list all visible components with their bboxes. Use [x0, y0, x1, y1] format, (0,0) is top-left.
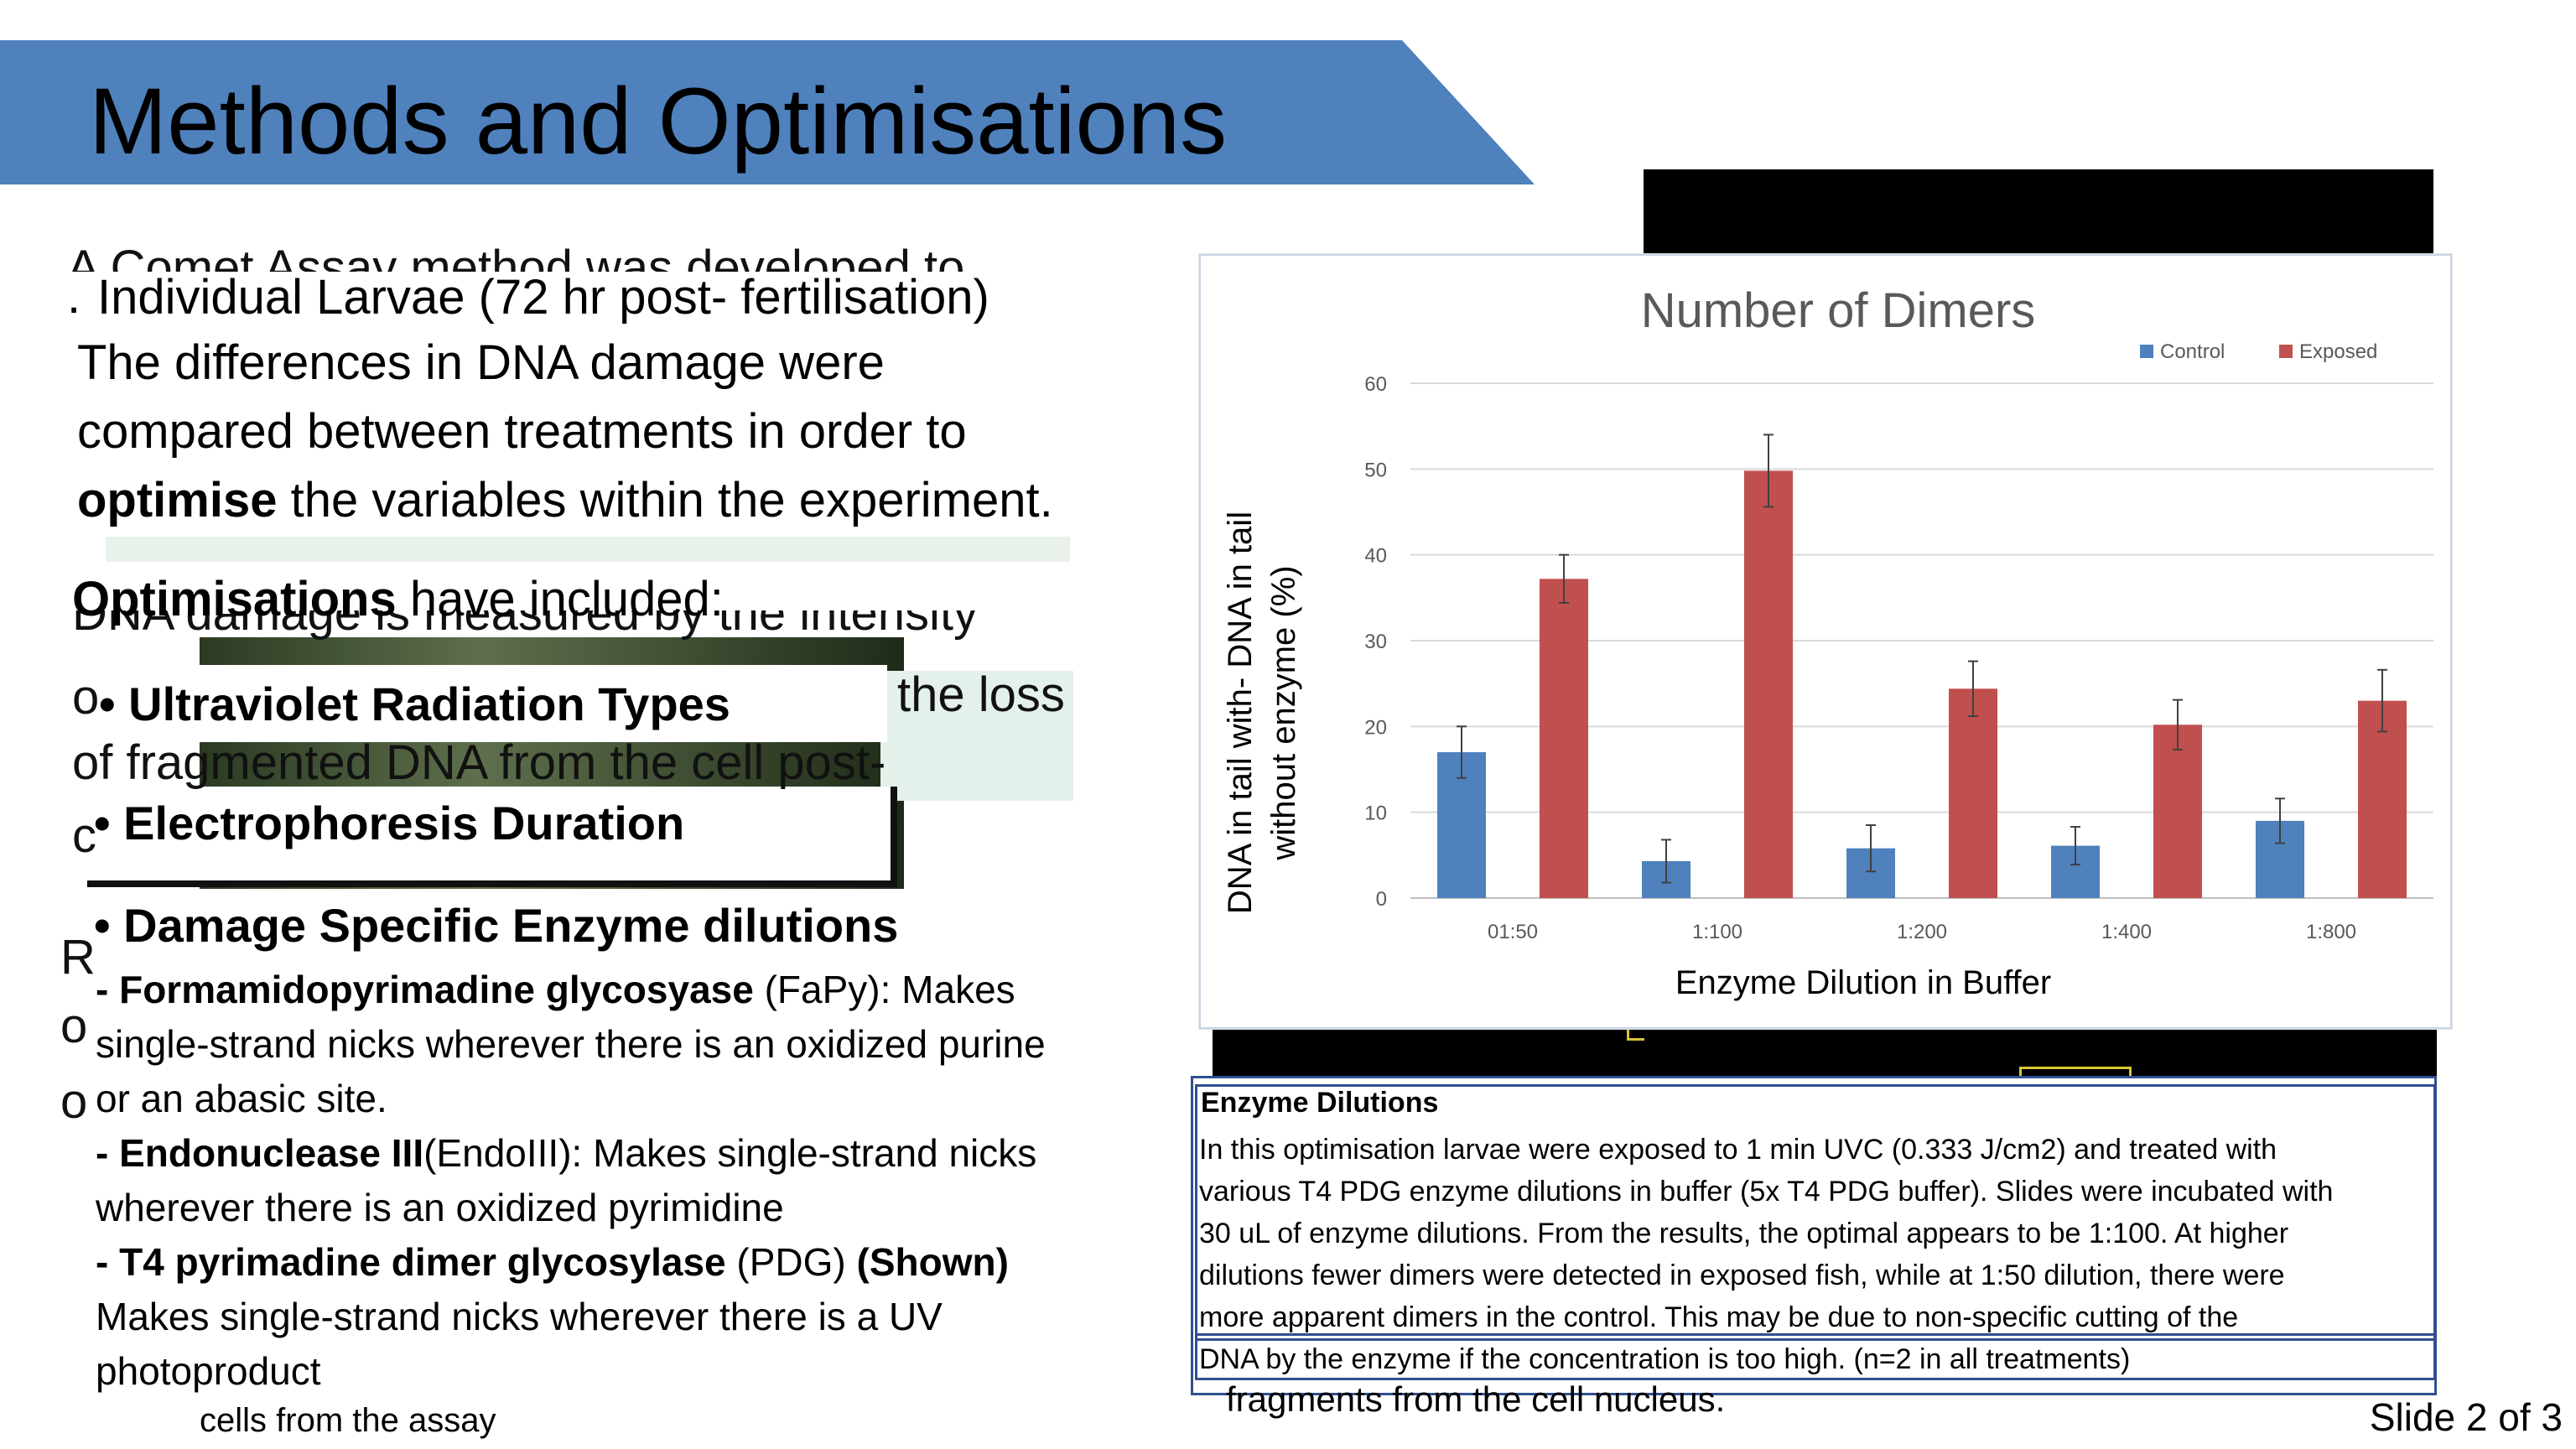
- enzyme-fapy-abbr: (FaPy): Makes: [753, 968, 1015, 1011]
- enzyme-endoiii: - Endonuclease III(EndoIII): Makes singl…: [96, 1126, 1036, 1181]
- legend-swatch-exposed: [2279, 345, 2293, 358]
- enzyme-endoiii-cont-1: wherever there is an oxidized pyrimidine: [96, 1186, 784, 1229]
- chart-y-tick-label: 20: [1364, 716, 1387, 739]
- background-letter-r: R: [60, 931, 96, 984]
- chart-y-tick-label: 50: [1364, 459, 1387, 481]
- intro-line-3: compared between treatments in order to: [77, 404, 967, 459]
- enzyme-pdg-abbr: (PDG): [725, 1240, 857, 1284]
- chart-y-tick-label: 40: [1364, 545, 1387, 568]
- chart-bar-exposed: [2153, 724, 2202, 898]
- background-text-line-1: A Comet Assay method was developed to: [67, 241, 965, 272]
- intro-line-4: optimise the variables within the experi…: [77, 471, 1053, 530]
- chart-title: Number of Dimers: [1641, 283, 2036, 338]
- intro-line-4-rest: the variables within the experiment.: [277, 473, 1053, 527]
- optimisations-heading: Optimisations have included:: [72, 570, 724, 629]
- enzyme-pdg-shown: (Shown): [856, 1240, 1009, 1284]
- notes-box-front: [1195, 1084, 2436, 1341]
- chart-legend: Control Exposed: [2140, 340, 2377, 363]
- enzyme-fapy-cont-1: single-strand nicks wherever there is an…: [96, 1022, 1046, 1066]
- enzyme-fapy-name: Formamidopyrimadine glycosyase: [119, 968, 754, 1011]
- notes-line-6: DNA by the enzyme if the concentration i…: [1199, 1343, 2131, 1375]
- notes-line-1: In this optimisation larvae were exposed…: [1199, 1134, 2277, 1166]
- background-text-line-2: DNA damage is measured by the intensity: [72, 610, 978, 641]
- chart-x-tick-label: 01:50: [1488, 921, 1538, 943]
- enzyme-endoiii-abbr: (EndoIII): Makes single-strand nicks: [423, 1131, 1037, 1175]
- caption-cells: cells from the assay: [200, 1402, 496, 1439]
- enzyme-pdg: - T4 pyrimadine dimer glycosylase (PDG) …: [96, 1235, 1009, 1290]
- chart-y-axis-label-2: without enzyme (%): [1265, 565, 1302, 860]
- notes-line-5: more apparent dimers in the control. Thi…: [1199, 1301, 2239, 1333]
- chart-bar-exposed: [2358, 700, 2407, 898]
- chart-bars: [1437, 434, 2407, 898]
- notes-box-back: [1191, 1076, 2437, 1395]
- optimisations-heading-rest: have included:: [396, 572, 724, 626]
- enzyme-endoiii-lead: -: [96, 1131, 120, 1175]
- chart-y-axis-label-1: DNA in tail with- DNA in tail: [1222, 512, 1259, 914]
- chart-bar-exposed: [1744, 470, 1793, 898]
- enzyme-pdg-name: T4 pyrimadine dimer glycosylase: [119, 1240, 726, 1284]
- chart-x-tick-label: 1:400: [2101, 921, 2152, 943]
- chart-bar-exposed: [1540, 579, 1588, 898]
- bullet-enzyme-dilutions: • Damage Specific Enzyme dilutions: [94, 899, 899, 952]
- bullet-box-uv: [94, 665, 887, 742]
- slide-title: Methods and Optimisations: [89, 69, 1228, 174]
- background-text-line-4: of fragmented DNA from the cell post-: [72, 736, 886, 790]
- intro-prefix: .: [67, 269, 81, 324]
- bullet-electrophoresis: • Electrophoresis Duration: [94, 797, 685, 849]
- background-text-loss: the loss: [897, 668, 1065, 722]
- enzyme-pdg-cont-1: Makes single-strand nicks wherever there…: [96, 1295, 943, 1338]
- chart-y-tick-label: 60: [1364, 373, 1387, 396]
- optimisations-heading-bold: Optimisations: [72, 572, 397, 626]
- chart-x-tick-label: 1:800: [2306, 921, 2356, 943]
- intro-line-2: The differences in DNA damage were: [77, 335, 885, 390]
- enzyme-fapy-lead: -: [96, 968, 120, 1011]
- background-text-c: c: [72, 809, 96, 863]
- notes-box-inner: [1195, 1333, 2436, 1380]
- enzyme-pdg-lead: -: [96, 1240, 120, 1284]
- enzyme-fapy: - Formamidopyrimadine glycosyase (FaPy):…: [96, 963, 1015, 1017]
- notes-heading: Enzyme Dilutions: [1201, 1087, 1439, 1119]
- photo-fragment-light: [106, 537, 1070, 562]
- notes-line-3: 30 uL of enzyme dilutions. From the resu…: [1199, 1218, 2289, 1249]
- enzyme-pdg-cont-2: photoproduct: [96, 1349, 321, 1393]
- chart-x-tick-label: 1:100: [1692, 921, 1742, 943]
- chart-bar-exposed: [1949, 688, 1997, 898]
- title-banner: [0, 40, 1535, 184]
- notes-line-2: various T4 PDG enzyme dilutions in buffe…: [1199, 1176, 2334, 1208]
- background-letter-o1: o: [60, 1000, 88, 1053]
- legend-label-control: Control: [2160, 340, 2225, 363]
- caption-fragments: fragments from the cell nucleus.: [1226, 1379, 1726, 1419]
- chart-y-tick-label: 30: [1364, 631, 1387, 653]
- dimers-chart: Number of Dimers 0 10 20 30 40 50 60 01:50 1:100…: [1199, 254, 2452, 1029]
- legend-swatch-control: [2140, 345, 2153, 358]
- intro-bold-word: optimise: [77, 473, 278, 527]
- chart-x-axis-label: Enzyme Dilution in Buffer: [1675, 964, 2051, 1001]
- comet-marker-small: [1627, 1025, 1644, 1041]
- legend-label-exposed: Exposed: [2299, 340, 2377, 363]
- dimers-chart-svg: Number of Dimers 0 10 20 30 40 50 60 01:50 1:100…: [1222, 283, 2433, 1001]
- bullet-uv: • Ultraviolet Radiation Types: [99, 678, 730, 730]
- enzyme-endoiii-name: Endonuclease III: [119, 1131, 424, 1175]
- bullet-box-electrophoresis: [87, 787, 897, 887]
- chart-x-tick-label: 1:200: [1897, 921, 1947, 943]
- chart-y-tick-label: 10: [1364, 802, 1387, 825]
- background-text-o: o: [72, 671, 100, 724]
- background-letter-o2: o: [60, 1075, 88, 1129]
- intro-line-1: Individual Larvae (72 hr post- fertilisa…: [97, 270, 989, 325]
- chart-axis: 0 10 20 30 40 50 60 01:50 1:100 1:200 1:400 1:800: [1364, 373, 2356, 943]
- photo-fragment-right: [880, 671, 1073, 801]
- slide-number: Slide 2 of 3: [2369, 1395, 2563, 1439]
- notes-line-4: dilutions fewer dimers were detected in …: [1199, 1259, 2285, 1291]
- chart-y-tick-label: 0: [1376, 888, 1387, 911]
- enzyme-fapy-cont-2: or an abasic site.: [96, 1077, 387, 1120]
